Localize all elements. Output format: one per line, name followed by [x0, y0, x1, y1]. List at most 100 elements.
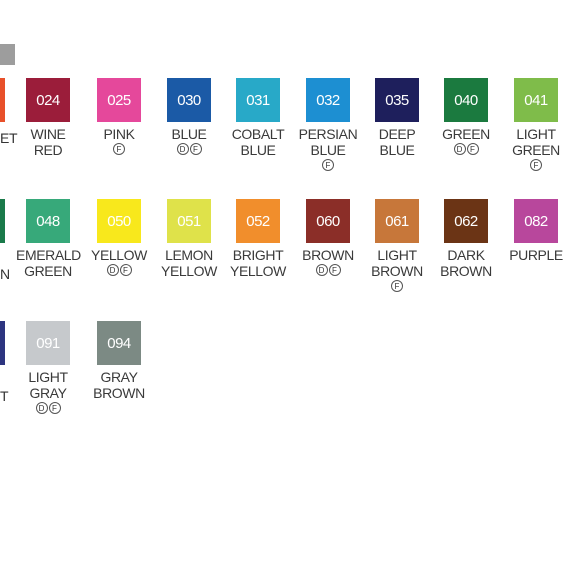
- color-item-031: 031 COBALT BLUE: [226, 78, 290, 158]
- color-item-051: 051 LEMON YELLOW: [157, 199, 221, 279]
- color-name: PERSIAN BLUE: [298, 126, 358, 158]
- color-name: LIGHT GREEN: [512, 126, 560, 158]
- color-code: 040: [454, 91, 478, 109]
- color-swatch: 025: [97, 78, 141, 122]
- color-swatch: 032: [306, 78, 350, 122]
- circled-f-icon: F: [391, 280, 403, 292]
- color-swatch: 091: [26, 321, 70, 365]
- color-name: PURPLE: [509, 247, 563, 263]
- color-code: 060: [316, 212, 340, 230]
- circled-f-icon: F: [189, 143, 202, 155]
- color-item-061: 061 LIGHT BROWN F: [365, 199, 429, 292]
- color-name: GRAY BROWN: [93, 369, 145, 401]
- color-swatch: 035: [375, 78, 419, 122]
- color-item-030: 030 BLUE D F: [157, 78, 221, 155]
- color-name: BLUE: [171, 126, 207, 142]
- color-swatch: 050: [97, 199, 141, 243]
- clipped-swatch-row2: [0, 199, 5, 243]
- availability-marks: F: [365, 280, 429, 292]
- color-swatch: 051: [167, 199, 211, 243]
- color-swatch: 082: [514, 199, 558, 243]
- color-code: 052: [246, 212, 270, 230]
- color-code: 031: [246, 91, 270, 109]
- color-name: YELLOW: [91, 247, 147, 263]
- clipped-swatch-row1: [0, 78, 5, 122]
- circled-d-icon: D: [453, 143, 466, 155]
- color-swatch: 061: [375, 199, 419, 243]
- color-code: 094: [107, 334, 131, 352]
- color-name: BROWN: [302, 247, 354, 263]
- color-swatch: 040: [444, 78, 488, 122]
- color-item-050: 050 YELLOW D F: [87, 199, 151, 276]
- circled-f-icon: F: [48, 402, 61, 414]
- color-name: COBALT BLUE: [231, 126, 285, 158]
- color-name: LIGHT GRAY: [28, 369, 68, 401]
- clipped-label-row1: ET: [0, 130, 18, 146]
- color-name: LEMON YELLOW: [161, 247, 217, 279]
- circled-f-icon: F: [530, 159, 542, 171]
- color-name: LIGHT BROWN: [371, 247, 423, 279]
- color-name: WINE RED: [30, 126, 66, 158]
- color-name: PINK: [103, 126, 135, 142]
- color-swatch: 094: [97, 321, 141, 365]
- color-swatch: 030: [167, 78, 211, 122]
- availability-marks: F: [87, 143, 151, 155]
- color-item-094: 094 GRAY BROWN: [87, 321, 151, 401]
- color-code: 062: [454, 212, 478, 230]
- circled-d-icon: D: [176, 143, 189, 155]
- circled-f-icon: F: [119, 264, 132, 276]
- circled-f-icon: F: [328, 264, 341, 276]
- color-swatch: 062: [444, 199, 488, 243]
- circled-f-icon: F: [113, 143, 125, 155]
- clipped-swatch-row3: [0, 321, 5, 365]
- color-code: 061: [385, 212, 409, 230]
- color-item-040: 040 GREEN D F: [434, 78, 498, 155]
- color-item-035: 035 DEEP BLUE: [365, 78, 429, 158]
- color-item-041: 041 LIGHT GREEN F: [504, 78, 563, 171]
- color-name: DEEP BLUE: [378, 126, 416, 158]
- color-swatch: 048: [26, 199, 70, 243]
- color-item-025: 025 PINK F: [87, 78, 151, 155]
- color-item-052: 052 BRIGHT YELLOW: [226, 199, 290, 279]
- color-item-060: 060 BROWN D F: [296, 199, 360, 276]
- color-code: 041: [524, 91, 548, 109]
- color-code: 024: [36, 91, 60, 109]
- color-item-048: 048 EMERALD GREEN: [16, 199, 81, 279]
- color-swatch: 041: [514, 78, 558, 122]
- color-name: DARK BROWN: [440, 247, 492, 279]
- color-code: 048: [36, 212, 60, 230]
- circled-d-icon: D: [35, 402, 48, 414]
- circled-f-icon: F: [322, 159, 334, 171]
- availability-marks: F: [296, 159, 360, 171]
- color-name: GREEN: [442, 126, 490, 142]
- color-swatch: 052: [236, 199, 280, 243]
- color-swatch: 060: [306, 199, 350, 243]
- color-item-062: 062 DARK BROWN: [434, 199, 498, 279]
- color-code: 051: [177, 212, 201, 230]
- color-item-024: 024 WINE RED: [16, 78, 80, 158]
- color-item-032: 032 PERSIAN BLUE F: [296, 78, 360, 171]
- color-swatch: 024: [26, 78, 70, 122]
- color-code: 030: [177, 91, 201, 109]
- color-code: 032: [316, 91, 340, 109]
- color-swatch: 031: [236, 78, 280, 122]
- color-item-082: 082 PURPLE: [504, 199, 563, 263]
- circled-d-icon: D: [315, 264, 328, 276]
- color-name: BRIGHT YELLOW: [230, 247, 286, 279]
- color-code: 091: [36, 334, 60, 352]
- color-item-091: 091 LIGHT GRAY D F: [16, 321, 80, 414]
- color-code: 035: [385, 91, 409, 109]
- clipped-label-row2: N: [0, 266, 10, 282]
- color-name: EMERALD GREEN: [16, 247, 81, 279]
- availability-marks: F: [504, 159, 563, 171]
- color-code: 050: [107, 212, 131, 230]
- circled-d-icon: D: [106, 264, 119, 276]
- header-gray-bar: [0, 44, 15, 65]
- clipped-label-row3: T: [0, 388, 9, 404]
- color-code: 025: [107, 91, 131, 109]
